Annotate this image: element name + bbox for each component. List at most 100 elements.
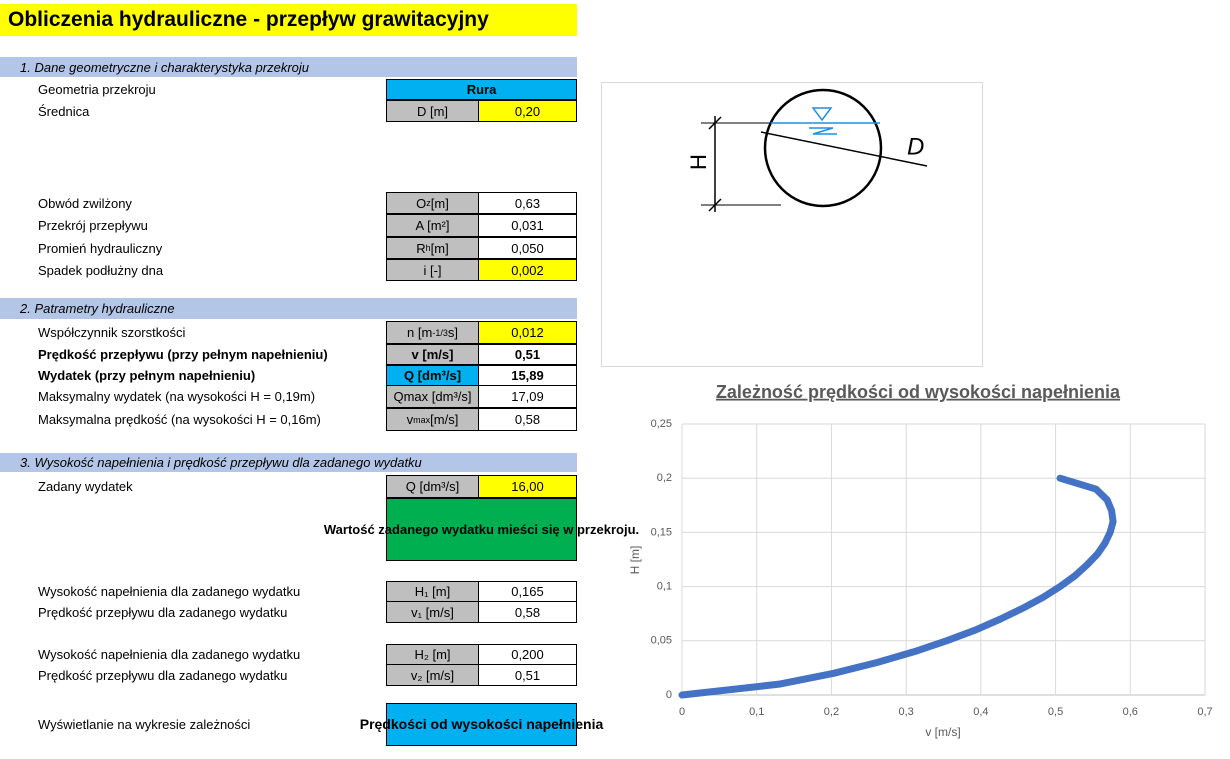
row-label: Wyświetlanie na wykresie zależności xyxy=(38,717,251,732)
chart-title: Zależność prędkości od wysokości napełni… xyxy=(716,382,1121,402)
x-tick-label: 0,7 xyxy=(1197,706,1212,718)
x-tick-label: 0,6 xyxy=(1123,706,1138,718)
unit-sup: -1/3 xyxy=(432,327,448,338)
unit-cell: v [m/s] xyxy=(386,344,479,365)
dimension-tick xyxy=(708,198,722,212)
value-cell: 0,200 xyxy=(478,644,577,665)
y-tick-label: 0,25 xyxy=(651,418,672,430)
unit-cell: H₂ [m] xyxy=(386,644,479,665)
unit-text: s] xyxy=(447,325,458,340)
x-tick-label: 0,3 xyxy=(898,706,913,718)
unit-text: [m] xyxy=(430,240,449,256)
x-tick-label: 0,2 xyxy=(824,706,839,718)
unit-cell: Qmax [dm³/s] xyxy=(386,385,479,408)
row-label: Wysokość napełnienia dla zadanego wydatk… xyxy=(38,647,301,662)
unit-cell: Q [dm³/s] xyxy=(386,475,479,498)
y-tick-label: 0,15 xyxy=(651,526,672,538)
diagram-frame xyxy=(601,82,983,367)
dimension-tick xyxy=(708,116,722,130)
row-label: Maksymalna prędkość (na wysokości H = 0,… xyxy=(38,412,321,427)
value-cell: 0,20 xyxy=(478,100,577,122)
unit-text: H₂ [m] xyxy=(414,647,451,662)
section-header: 3. Wysokość napełnienia i prędkość przep… xyxy=(0,453,577,472)
unit-text: D [m] xyxy=(416,103,449,119)
value-cell: 15,89 xyxy=(478,365,577,386)
status-message: Wartość zadanego wydatku mieści się w pr… xyxy=(324,498,639,561)
unit-cell: H₁ [m] xyxy=(386,581,479,602)
value-cell: 0,012 xyxy=(478,321,577,344)
diagram: H D xyxy=(601,82,983,367)
section-header: 2. Patrametry hydrauliczne xyxy=(0,298,577,319)
row-label: Przekrój przepływu xyxy=(38,218,148,233)
unit-cell: v max [m/s] xyxy=(386,408,479,431)
unit-text: A [m²] xyxy=(415,218,450,233)
water-zigzag xyxy=(809,127,837,135)
unit-text: v [m/s] xyxy=(411,347,454,362)
unit-cell: i [-] xyxy=(386,259,479,281)
x-tick-label: 0,1 xyxy=(749,706,764,718)
x-axis-title: v [m/s] xyxy=(925,725,960,739)
unit-cell: v₁ [m/s] xyxy=(386,601,479,623)
unit-text: v xyxy=(406,412,414,427)
row-label: Spadek podłużny dna xyxy=(38,262,164,278)
x-tick-label: 0,4 xyxy=(973,706,988,718)
unit-text: i [-] xyxy=(423,262,442,278)
unit-text: n [m xyxy=(407,325,433,340)
value-cell: Rura xyxy=(386,79,577,100)
y-tick-label: 0,1 xyxy=(657,581,672,593)
row-label: Współczynnik szorstkości xyxy=(38,325,186,340)
water-symbol xyxy=(811,107,833,122)
unit-cell: n [m -1/3 s] xyxy=(386,321,479,344)
y-tick-label: 0,05 xyxy=(651,635,672,647)
value-cell: 17,09 xyxy=(478,385,577,408)
unit-text: v₂ [m/s] xyxy=(410,667,455,683)
unit-text: H₁ [m] xyxy=(414,584,451,599)
x-tick-label: 0 xyxy=(679,706,685,718)
chart-button[interactable]: Prędkości od wysokości napełnienia xyxy=(360,703,603,746)
unit-text: v₁ [m/s] xyxy=(411,604,454,620)
unit-text: Qmax [dm³/s] xyxy=(393,389,472,404)
row-label: Maksymalny wydatek (na wysokości H = 0,1… xyxy=(38,389,316,404)
unit-cell: D [m] xyxy=(386,100,479,122)
value-cell: 0,51 xyxy=(478,664,577,686)
value-cell: 0,58 xyxy=(478,601,577,623)
row-label: Średnica xyxy=(38,103,90,119)
unit-cell: v₂ [m/s] xyxy=(386,664,479,686)
value-cell: 0,002 xyxy=(478,259,577,281)
unit-text: O xyxy=(416,195,427,211)
row-label: Geometria przekroju xyxy=(38,82,156,97)
unit-text: [m] xyxy=(430,195,449,211)
value-cell: 16,00 xyxy=(478,475,577,498)
unit-sub: h xyxy=(425,243,431,253)
diagram-label: D xyxy=(907,133,924,160)
row-label: Prędkość przepływu dla zadanego wydatku xyxy=(38,604,288,620)
row-label: Wydatek (przy pełnym napełnieniu) xyxy=(38,368,256,383)
row-label: Prędkość przepływu (przy pełnym napełnie… xyxy=(38,347,328,362)
data-line xyxy=(678,474,1117,699)
value-cell: 0,050 xyxy=(478,237,577,259)
unit-sub: z xyxy=(426,198,431,208)
row-label: Prędkość przepływu dla zadanego wydatku xyxy=(38,667,288,683)
pipe xyxy=(763,88,883,208)
y-tick-label: 0,2 xyxy=(657,472,672,484)
x-tick-label: 0,5 xyxy=(1048,706,1063,718)
value-cell: 0,165 xyxy=(478,581,577,602)
row-label: Zadany wydatek xyxy=(38,479,133,494)
section-header: 1. Dane geometryczne i charakterystyka p… xyxy=(0,57,577,77)
row-label: Obwód zwilżony xyxy=(38,195,132,211)
unit-sub: max xyxy=(413,414,431,425)
row-label: Promień hydrauliczny xyxy=(38,240,163,256)
diameter-line xyxy=(760,131,928,167)
value-cell: 0,63 xyxy=(478,192,577,214)
unit-cell: A [m²] xyxy=(386,214,479,237)
y-axis-title: H [m] xyxy=(628,546,642,575)
unit-cell: Q [dm³/s] xyxy=(386,365,479,386)
unit-text: Q [dm³/s] xyxy=(403,368,462,383)
unit-text: [m/s] xyxy=(430,412,459,427)
diagram-label: H xyxy=(686,154,711,170)
y-tick-label: 0 xyxy=(666,689,672,701)
